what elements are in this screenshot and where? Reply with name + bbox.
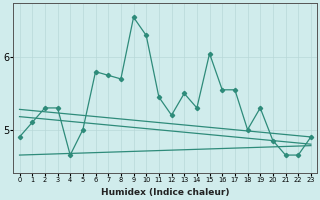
X-axis label: Humidex (Indice chaleur): Humidex (Indice chaleur)	[101, 188, 229, 197]
